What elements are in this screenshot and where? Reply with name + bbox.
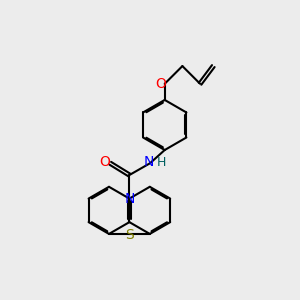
Text: N: N xyxy=(124,192,135,206)
Text: N: N xyxy=(143,155,154,170)
Text: S: S xyxy=(125,228,134,242)
Text: H: H xyxy=(157,156,166,169)
Text: O: O xyxy=(100,155,110,170)
Text: O: O xyxy=(155,77,166,91)
